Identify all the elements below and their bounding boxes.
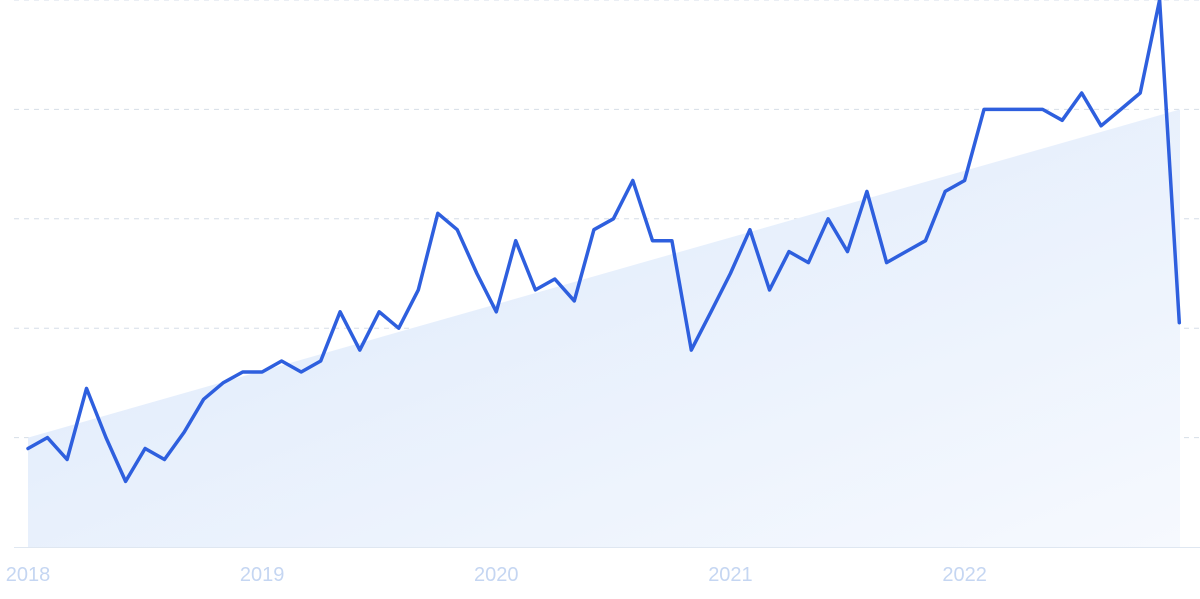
x-tick-label: 2018 [6,564,51,586]
x-tick-label: 2020 [474,564,519,586]
x-tick-label: 2021 [708,564,753,586]
series-line-group [26,0,1182,484]
series-line [26,0,1182,484]
x-tick-label: 2019 [240,564,285,586]
trend-area-fill [28,109,1180,548]
trend-area [28,109,1180,548]
x-tick-label: 2022 [942,564,987,586]
x-axis: 2018 2019 2020 2021 2022 [6,547,1200,586]
